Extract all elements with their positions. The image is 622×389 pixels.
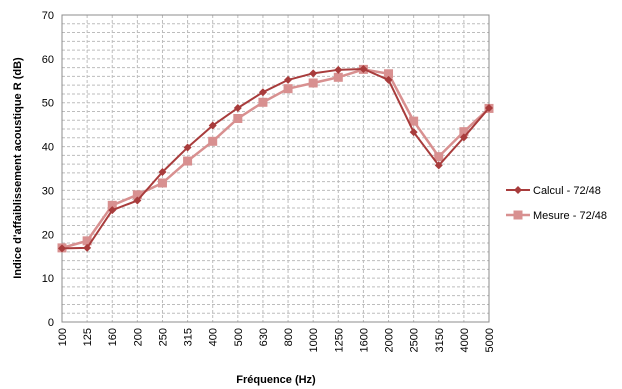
x-tick-label: 500 [233,328,245,346]
data-point [334,65,343,74]
data-point [434,152,444,162]
data-point [107,200,117,210]
x-tick-label: 315 [183,328,195,346]
legend-marker [513,210,523,220]
x-tick-label: 2500 [409,328,421,352]
x-tick-label: 250 [157,328,169,346]
x-tick-label: 3150 [434,328,446,352]
data-point [133,196,142,205]
y-axis-title: Indice d'affaiblissement acoustique R (d… [12,57,24,279]
y-tick-label: 70 [42,10,54,22]
data-point [233,103,242,112]
legend-label: Mesure - 72/48 [533,210,607,222]
series-mesure [57,64,494,253]
data-point [158,168,167,177]
data-point [333,72,343,82]
legend-marker [514,186,522,194]
data-point [157,178,167,188]
legend-item-mesure: Mesure - 72/48 [506,210,607,222]
x-axis-title: Fréquence (Hz) [236,374,316,386]
x-tick-label: 1600 [358,328,370,352]
grid [62,15,489,322]
y-tick-label: 10 [42,273,54,285]
data-point [283,84,293,94]
data-point [208,121,217,130]
x-tick-label: 125 [82,328,94,346]
y-tick-label: 50 [42,98,54,110]
data-point [258,88,267,97]
x-tick-label: 4000 [459,328,471,352]
x-tick-label: 1250 [333,328,345,352]
y-tick-label: 30 [42,185,54,197]
x-tick-label: 800 [283,328,295,346]
y-tick-label: 40 [42,142,54,154]
data-point [233,114,243,124]
x-tick-label: 1000 [308,328,320,352]
legend-label: Calcul - 72/48 [533,185,601,197]
x-tick-label: 160 [107,328,119,346]
data-point [485,103,493,112]
data-point [83,243,92,252]
y-tick-label: 20 [42,229,54,241]
series-line [61,68,490,250]
series-group [57,64,494,253]
data-point [434,161,443,170]
data-point [308,78,318,88]
x-tick-label: 5000 [484,328,496,352]
x-tick-label: 400 [208,328,220,346]
x-tick-label: 200 [132,328,144,346]
x-tick-label: 630 [258,328,270,346]
data-point [359,64,368,73]
data-point [409,128,418,137]
data-point [132,190,142,200]
data-point [208,136,218,146]
data-point [58,244,66,253]
y-tick-label: 60 [42,54,54,66]
data-point [183,156,193,166]
data-point [459,133,468,142]
plot-area-border [61,14,490,323]
data-point [258,97,268,107]
legend: Calcul - 72/48 Mesure - 72/48 [506,185,607,222]
data-point [459,127,469,137]
legend-item-calcul: Calcul - 72/48 [506,185,601,197]
data-point [384,75,393,84]
axes: 0 10 20 30 40 50 60 70 100 125 160 200 250 315 400 500 6… [42,10,496,352]
data-point [82,236,92,246]
data-point [384,69,394,79]
x-tick-label: 2000 [384,328,396,352]
data-point [108,206,117,215]
data-point [309,69,318,78]
y-tick-label: 0 [48,317,54,329]
x-tick-label: 100 [57,328,69,346]
data-point [183,143,192,152]
data-point [409,116,419,126]
data-point [284,75,293,84]
series-calcul [58,64,493,253]
series-line [61,67,490,250]
